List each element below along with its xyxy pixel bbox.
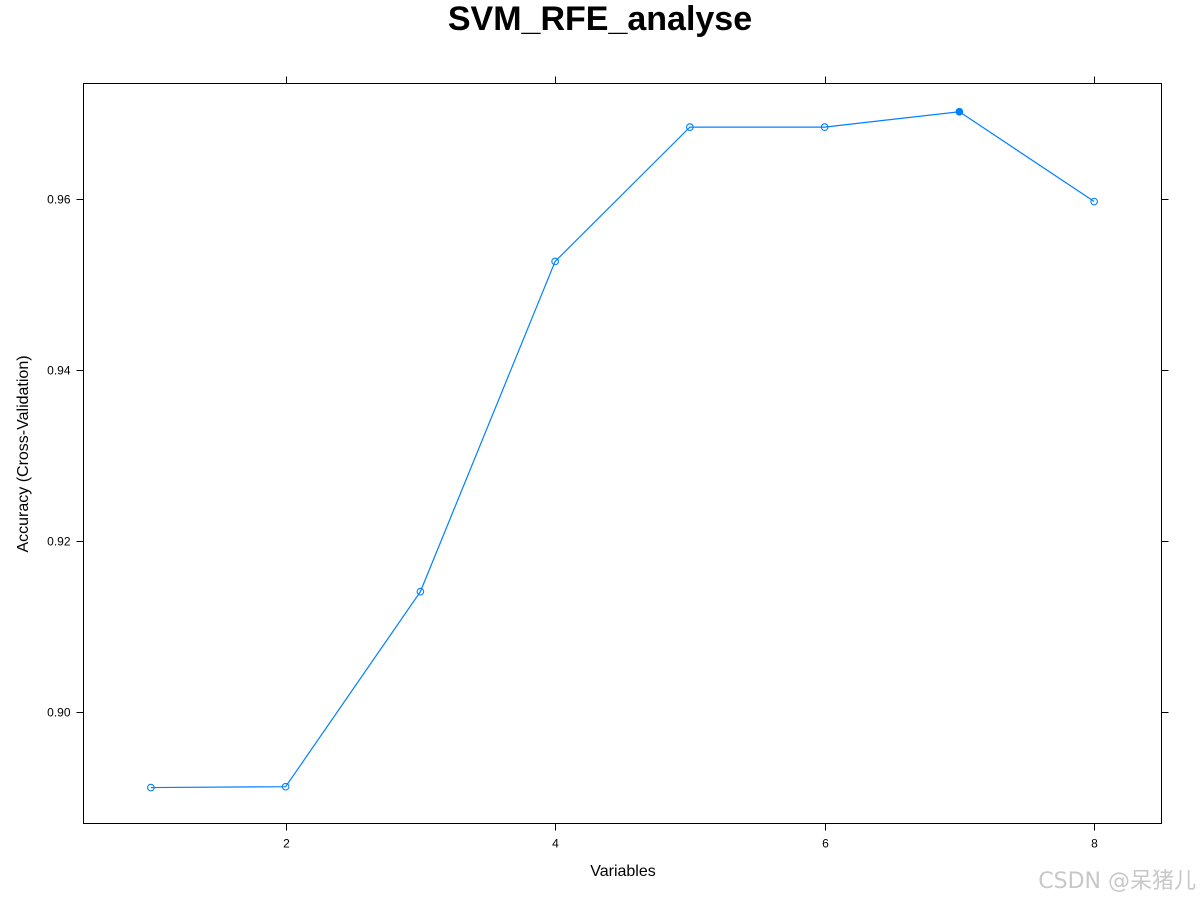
y-tick-label: 0.92 — [47, 535, 71, 549]
x-tick-label: 6 — [822, 837, 829, 851]
y-tick-label: 0.94 — [47, 364, 71, 378]
chart-title: SVM_RFE_analyse — [448, 0, 752, 38]
data-point — [416, 587, 425, 596]
x-axis-label: Variables — [590, 863, 656, 880]
y-tick-label: 0.96 — [47, 193, 71, 207]
data-point — [1090, 197, 1098, 206]
data-point — [551, 257, 559, 266]
series-line — [150, 111, 1095, 789]
watermark-text: CSDN @呆猪儿 — [1038, 869, 1196, 894]
y-tick-label: 0.90 — [47, 706, 71, 720]
data-point — [686, 123, 694, 131]
x-tick-label: 4 — [552, 837, 559, 851]
data-point — [820, 123, 829, 131]
data-point — [281, 782, 290, 791]
plot-frame — [83, 83, 1162, 824]
x-axis-ticks: 2 4 6 8 — [283, 76, 1098, 851]
y-axis-ticks: 0.90 0.92 0.94 0.96 — [47, 193, 1169, 720]
x-tick-label: 2 — [283, 837, 290, 851]
series-layer — [147, 107, 1098, 792]
data-point-best — [955, 107, 964, 116]
data-point — [147, 783, 155, 792]
y-axis-label: Accuracy (Cross-Validation) — [15, 355, 32, 552]
x-tick-label: 8 — [1091, 837, 1098, 851]
